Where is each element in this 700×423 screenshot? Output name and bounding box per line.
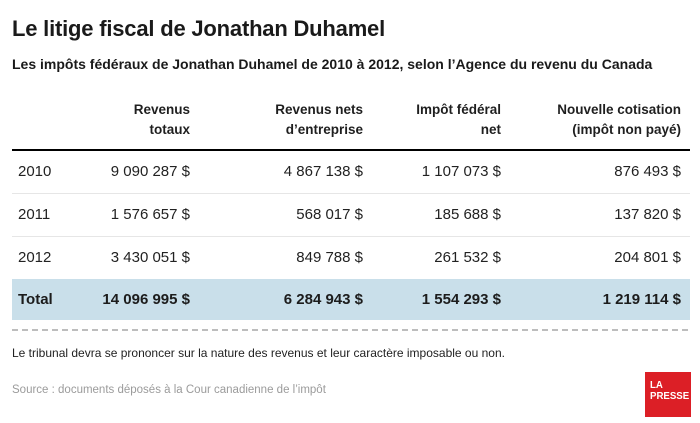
total-impot-federal: 1 554 293 $ [363,279,501,320]
page-subtitle: Les impôts fédéraux de Jonathan Duhamel … [12,56,653,72]
year-label: 2010 [12,150,100,194]
cell-nouvelle-cotisation: 204 801 $ [614,249,681,267]
cell-revenus-nets: 849 788 $ [296,249,363,267]
column-header-nouvelle-cotisation: Nouvelle cotisation (impôt non payé) [501,72,690,151]
cell-revenus-totaux: 3 430 051 $ [110,249,190,267]
year-label: 2011 [12,193,100,237]
total-revenus-nets: 6 284 943 $ [190,279,363,320]
column-header-empty [12,72,100,151]
cell-revenus-nets: 568 017 $ [190,193,363,237]
column-header-revenus-totaux: Revenus totaux [100,72,190,151]
total-label: Total [12,279,100,320]
total-revenus-totaux: 14 096 995 $ [100,279,190,320]
note-text: Le tribunal devra se prononcer sur la na… [12,346,505,360]
table-row-2011: 2011 1 576 657 $ 568 017 $ 185 688 $ 137… [12,193,690,237]
logo-line-la: LA [650,379,663,391]
cell-revenus-nets: 4 867 138 $ [190,150,363,194]
column-header-revenus-nets: Revenus nets d’entreprise [190,72,363,151]
table-total-row: Total 14 096 995 $ 6 284 943 $ 1 554 293… [12,279,690,320]
table-header-row: Revenus totaux Revenus nets d’entreprise… [12,72,690,151]
logo-line-presse: PRESSE [650,389,690,402]
tax-table: Revenus totaux Revenus nets d’entreprise… [12,72,690,320]
page-title: Le litige fiscal de Jonathan Duhamel [12,16,385,41]
cell-impot-federal: 261 532 $ [434,249,501,267]
table-row-2010: 2010 9 090 287 $ 4 867 138 $ 1 107 073 $… [12,150,690,194]
cell-revenus-totaux: 9 090 287 $ [100,150,190,194]
column-header-impot-federal: Impôt fédéral net [363,72,501,151]
cell-nouvelle-cotisation: 137 820 $ [501,193,690,237]
source-text: Source : documents déposés à la Cour can… [12,384,326,396]
total-nouvelle-cotisation: 1 219 114 $ [501,279,690,320]
year-label: 2012 [18,249,52,267]
cell-impot-federal: 185 688 $ [363,193,501,237]
table-row-2012: 2012 3 430 051 $ 849 788 $ 261 532 $ 204… [12,236,690,279]
cell-nouvelle-cotisation: 876 493 $ [501,150,690,194]
dashed-divider [12,329,688,331]
lapresse-logo: LA PRESSE [645,372,691,417]
cell-revenus-totaux: 1 576 657 $ [100,193,190,237]
cell-impot-federal: 1 107 073 $ [363,150,501,194]
